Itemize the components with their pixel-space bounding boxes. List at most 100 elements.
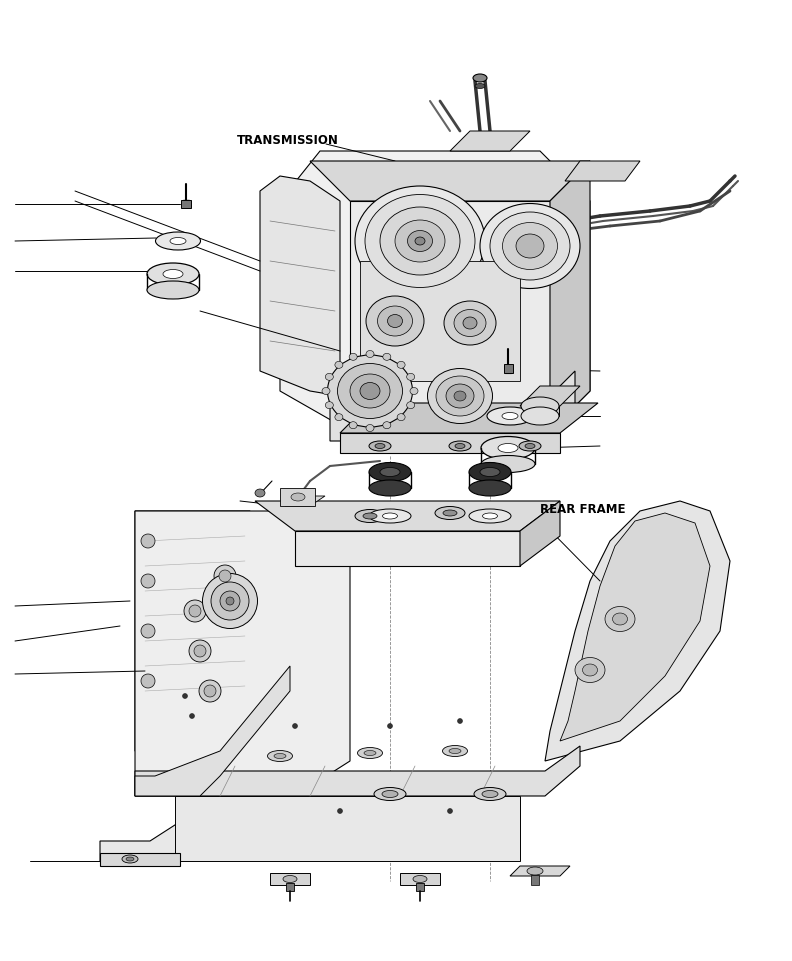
Ellipse shape [410,387,418,395]
Ellipse shape [383,513,398,519]
Ellipse shape [406,373,415,381]
Ellipse shape [268,751,292,761]
Ellipse shape [387,724,393,728]
Ellipse shape [226,597,234,605]
Ellipse shape [369,441,391,451]
Ellipse shape [219,570,231,582]
Ellipse shape [328,355,413,427]
Ellipse shape [337,808,342,814]
Ellipse shape [214,565,236,587]
Ellipse shape [122,855,138,863]
Ellipse shape [397,413,406,421]
Ellipse shape [204,685,216,697]
Ellipse shape [469,462,511,481]
Ellipse shape [521,407,559,425]
Ellipse shape [382,791,398,798]
Ellipse shape [463,317,477,329]
Ellipse shape [189,640,211,662]
Ellipse shape [355,186,485,296]
Ellipse shape [443,510,457,516]
Ellipse shape [443,746,467,756]
Ellipse shape [516,234,544,258]
Ellipse shape [374,787,406,801]
Ellipse shape [255,489,265,497]
Ellipse shape [203,574,257,628]
Polygon shape [310,161,590,201]
Ellipse shape [487,407,533,425]
Ellipse shape [170,237,186,244]
Polygon shape [450,131,530,151]
Bar [181,200,191,208]
Ellipse shape [444,301,496,345]
Ellipse shape [575,657,605,682]
Ellipse shape [189,713,195,719]
Ellipse shape [378,306,413,336]
Ellipse shape [447,808,452,814]
Ellipse shape [364,751,376,755]
Ellipse shape [525,443,535,449]
Ellipse shape [481,436,535,459]
Ellipse shape [194,645,206,657]
Ellipse shape [126,857,134,861]
Ellipse shape [527,867,543,875]
Ellipse shape [199,680,221,702]
Ellipse shape [395,220,445,262]
Ellipse shape [482,513,497,519]
Ellipse shape [220,591,240,611]
Bar [286,883,294,891]
Ellipse shape [490,212,570,280]
Ellipse shape [283,875,297,882]
Bar [504,364,513,373]
Ellipse shape [366,351,374,357]
Ellipse shape [582,664,597,676]
Ellipse shape [473,74,487,82]
Bar [416,883,424,891]
Ellipse shape [350,374,390,408]
Ellipse shape [521,397,559,415]
Polygon shape [520,386,580,406]
Ellipse shape [365,194,475,287]
Polygon shape [135,511,250,751]
Ellipse shape [519,441,541,451]
Ellipse shape [454,309,486,336]
Ellipse shape [322,387,330,395]
Ellipse shape [481,456,535,473]
Ellipse shape [415,237,425,245]
Ellipse shape [274,753,286,758]
Ellipse shape [363,513,377,519]
Ellipse shape [375,443,385,449]
Ellipse shape [147,281,199,299]
Ellipse shape [482,791,498,798]
Ellipse shape [387,314,402,328]
Ellipse shape [155,232,200,250]
Ellipse shape [349,422,357,429]
Ellipse shape [605,606,635,631]
Ellipse shape [380,467,400,477]
Ellipse shape [335,413,343,421]
Polygon shape [260,176,340,396]
Polygon shape [255,501,560,531]
Ellipse shape [502,412,518,420]
Ellipse shape [163,269,183,279]
Polygon shape [550,161,590,431]
Bar [531,875,539,885]
Ellipse shape [406,402,415,408]
Ellipse shape [291,493,305,501]
Ellipse shape [408,231,432,252]
Ellipse shape [380,207,460,275]
Ellipse shape [454,391,466,401]
Ellipse shape [182,694,188,699]
Polygon shape [340,433,560,453]
Ellipse shape [184,600,206,622]
Text: REAR FRAME: REAR FRAME [540,503,626,516]
Polygon shape [360,261,520,381]
Ellipse shape [413,875,427,882]
Ellipse shape [189,605,201,617]
Ellipse shape [612,613,627,625]
Ellipse shape [449,749,461,753]
Ellipse shape [469,480,511,496]
Polygon shape [565,161,640,181]
Ellipse shape [428,368,493,424]
Ellipse shape [469,509,511,523]
Polygon shape [510,866,570,876]
